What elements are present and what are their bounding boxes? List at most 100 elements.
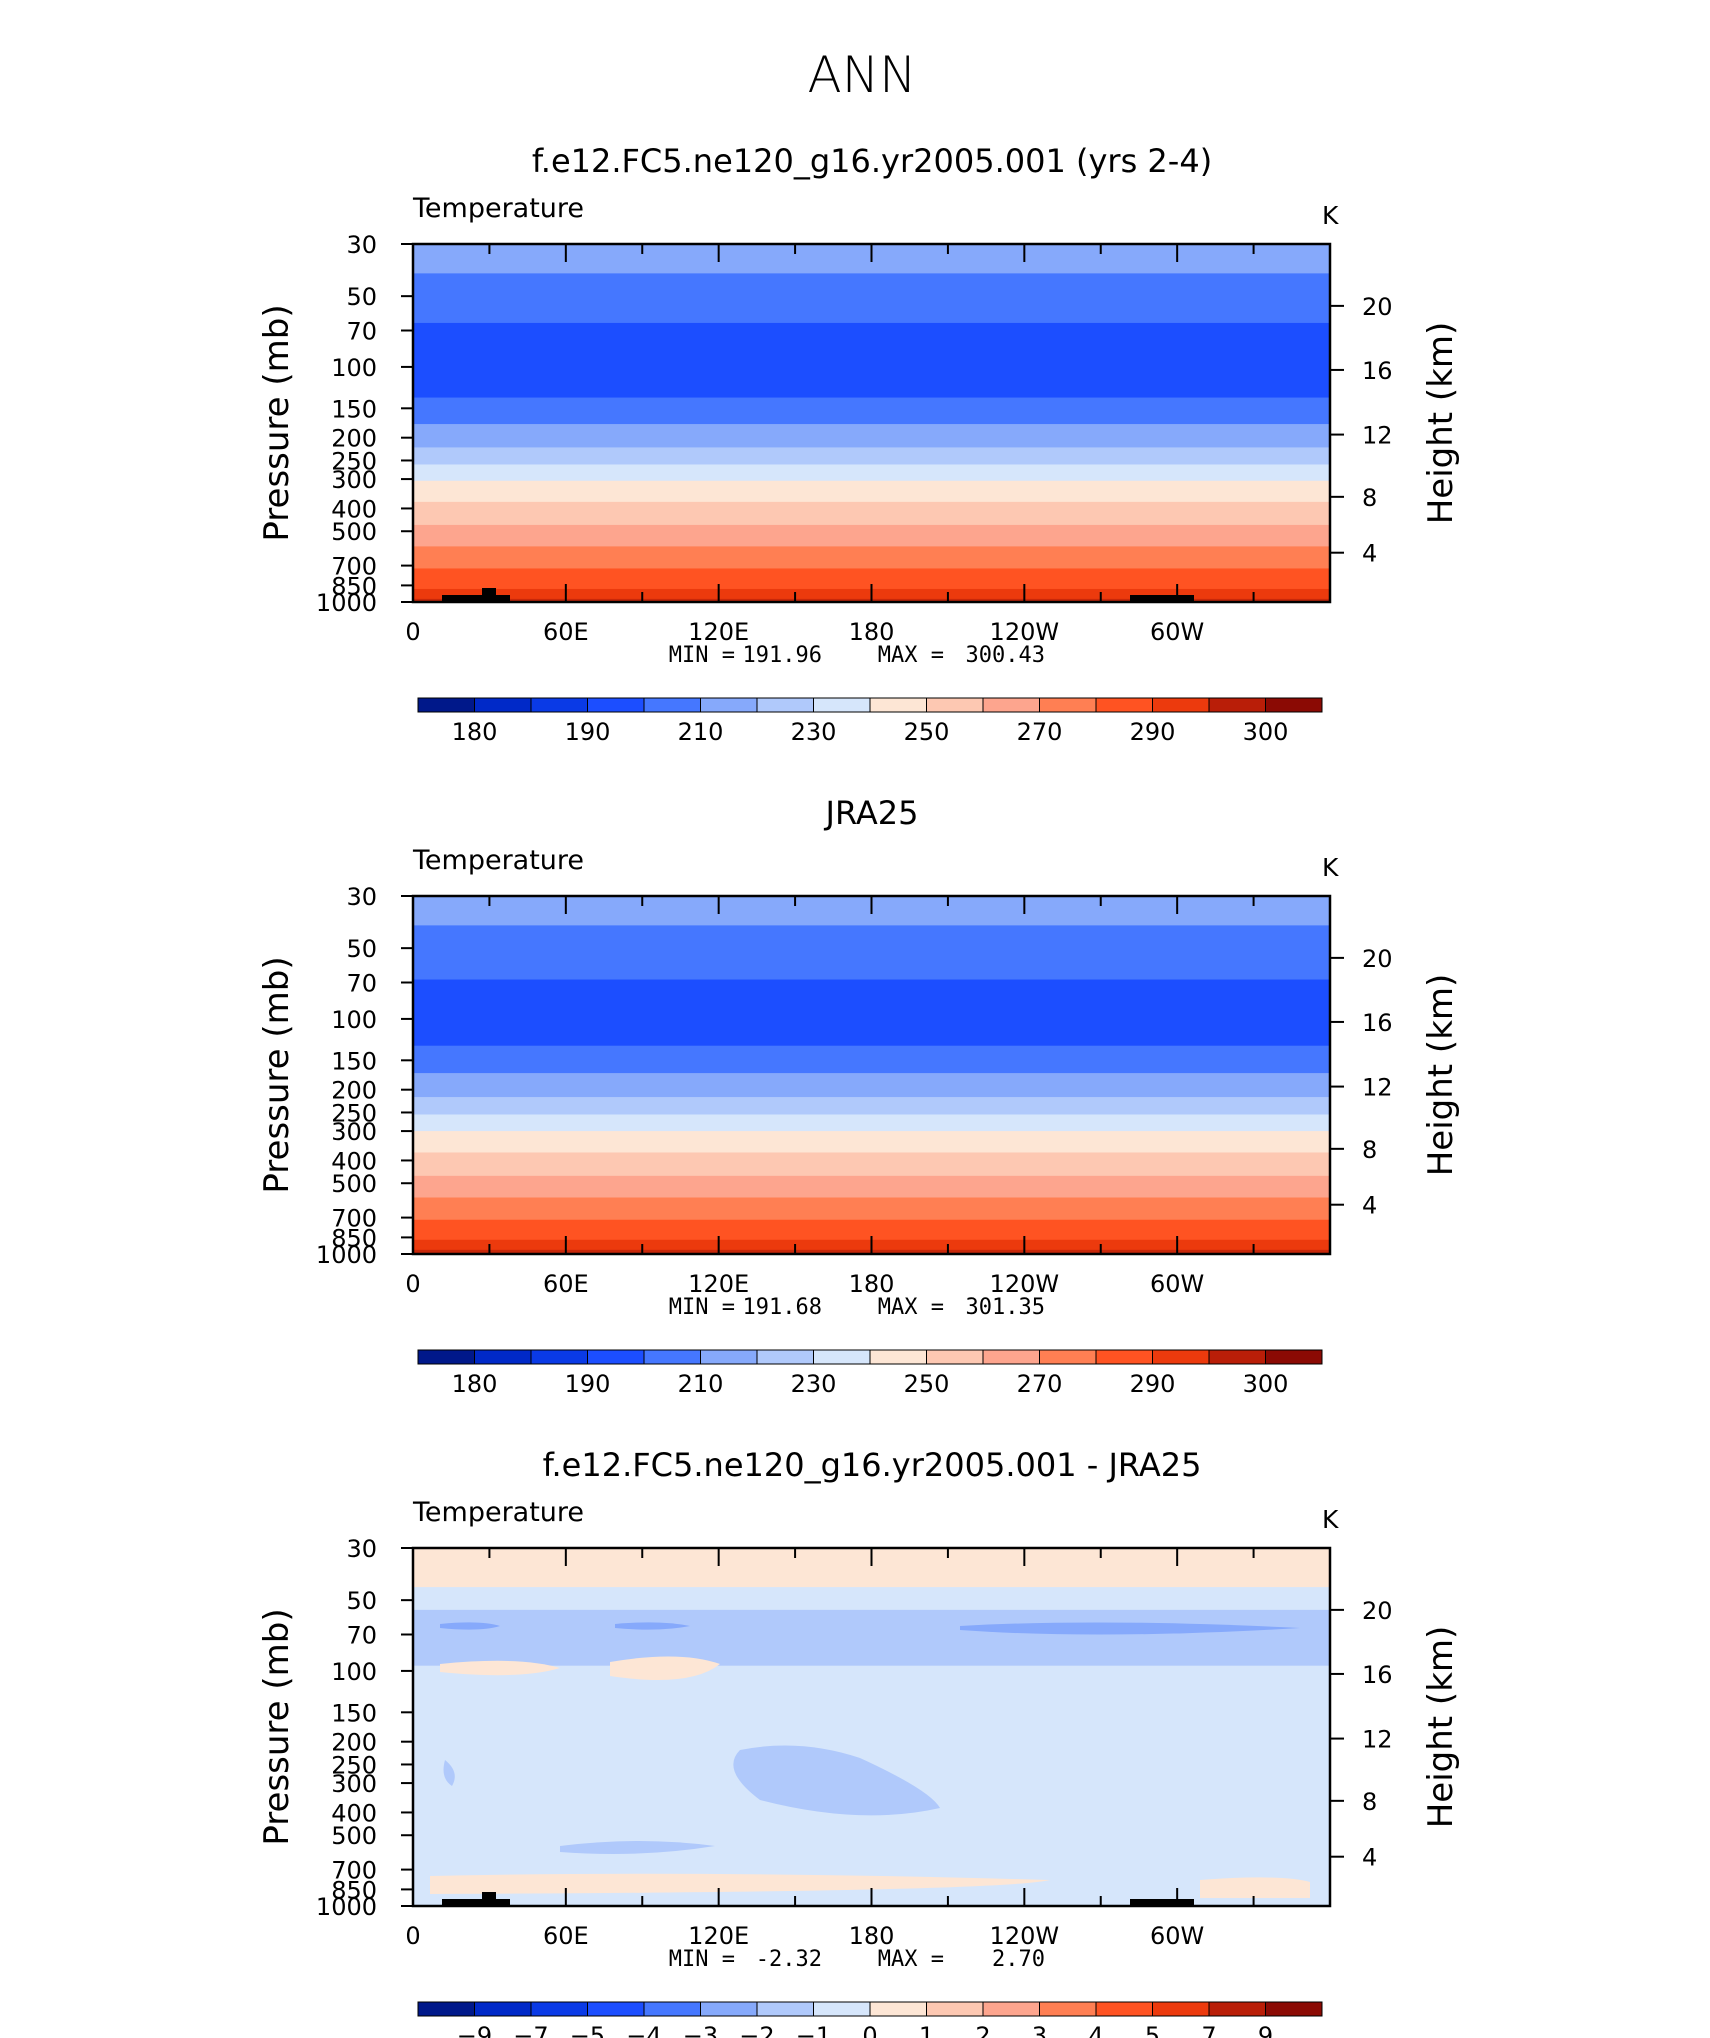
colorbar-swatch (926, 2001, 984, 2017)
colorbar-swatch (1095, 1349, 1153, 1365)
y-tick-label: 700 (331, 553, 377, 581)
anomaly-region (443, 1760, 455, 1786)
colorbar-swatch (1095, 2001, 1153, 2017)
y-tick-label: 400 (331, 1799, 377, 1827)
temperature-band (413, 925, 1330, 981)
colorbar-swatch (1152, 1349, 1210, 1365)
x-tick-label: 120W (990, 1270, 1060, 1298)
colorbar-label: 190 (565, 1370, 611, 1398)
temperature-band (413, 1219, 1330, 1241)
colorbar-label: 4 (1088, 2022, 1103, 2038)
colorbar-swatch (530, 1349, 588, 1365)
colorbar-swatch (474, 697, 532, 713)
y-tick-label: 850 (331, 572, 377, 600)
y-tick-label: 150 (331, 395, 377, 423)
anomaly-region (440, 1622, 500, 1630)
y-right-tick-label: 8 (1362, 1136, 1377, 1164)
colorbar-label: −9 (457, 2022, 492, 2038)
y-tick-label: 250 (331, 1751, 377, 1779)
topography-mask (1130, 1899, 1194, 1906)
y-tick-label: 1000 (316, 1893, 377, 1921)
y-tick-label: 70 (346, 1622, 377, 1650)
colorbar-swatch (756, 697, 814, 713)
y-tick-label: 150 (331, 1047, 377, 1075)
panel-1: f.e12.FC5.ne120_g16.yr2005.001 (yrs 2-4)… (257, 142, 1461, 746)
colorbar-swatch (813, 697, 871, 713)
temperature-band (413, 464, 1330, 482)
topography-mask (442, 595, 510, 602)
y-tick-label: 200 (331, 425, 377, 453)
y-tick-label: 50 (346, 283, 377, 311)
colorbar-swatch (813, 2001, 871, 2017)
colorbar-swatch (1152, 697, 1210, 713)
anomaly-region (440, 1660, 560, 1676)
anomaly-region (1200, 1877, 1310, 1898)
variable-label: Temperature (412, 193, 584, 224)
panel-2: JRA25 Temperature K 0 60E 120E 180 120W 60W 30 50 7… (257, 794, 1461, 1398)
colorbar-label: 2 (975, 2022, 990, 2038)
anomaly-region (560, 1841, 715, 1854)
temperature-band (413, 424, 1330, 448)
temperature-band (413, 568, 1330, 590)
y-tick-label: 1000 (316, 1241, 377, 1269)
colorbar-label: 290 (1130, 718, 1176, 746)
colorbar-label: 250 (904, 1370, 950, 1398)
colorbar-swatch (1039, 1349, 1097, 1365)
colorbar-swatch (643, 1349, 701, 1365)
colorbar-label: −7 (513, 2022, 548, 2038)
colorbar-swatch (1208, 2001, 1266, 2017)
x-tick-label: 0 (405, 618, 420, 646)
colorbar-label: 9 (1258, 2022, 1273, 2038)
x-tick-label: 60E (543, 618, 589, 646)
y-right-tick-label: 4 (1362, 1192, 1377, 1220)
y-tick-label: 500 (331, 1170, 377, 1198)
panel-3: f.e12.FC5.ne120_g16.yr2005.001 - JRA25 Te… (257, 1446, 1461, 2038)
min-value: 191.96 (743, 643, 822, 668)
y-tick-label: 300 (331, 466, 377, 494)
x-tick-label: 60W (1150, 1922, 1204, 1950)
colorbar-label: 230 (791, 1370, 837, 1398)
x-tick-label: 180 (849, 1922, 895, 1950)
colorbar-swatch (869, 697, 927, 713)
y-tick-label: 200 (331, 1729, 377, 1757)
y-tick-label: 1000 (316, 589, 377, 617)
y-right-tick-label: 20 (1362, 293, 1393, 321)
colorbar-label: 270 (1017, 718, 1063, 746)
y-right-tick-label: 12 (1362, 422, 1393, 450)
temperature-band (413, 397, 1330, 425)
temperature-band (413, 1131, 1330, 1153)
colorbar-swatch (700, 1349, 758, 1365)
y-tick-label: 250 (331, 1099, 377, 1127)
min-label: MIN = (669, 1295, 735, 1320)
y-tick-label: 50 (346, 1587, 377, 1615)
temperature-band (413, 1197, 1330, 1221)
temperature-band (413, 322, 1330, 399)
colorbar-swatch (587, 2001, 645, 2017)
max-label: MAX = (878, 1947, 944, 1972)
colorbar-swatch (1265, 1349, 1323, 1365)
colorbar-swatch (982, 2001, 1040, 2017)
colorbar-swatch (700, 697, 758, 713)
y-tick-label: 700 (331, 1857, 377, 1885)
colorbar-label: 300 (1243, 1370, 1289, 1398)
colorbar-label: 3 (1032, 2022, 1047, 2038)
temperature-band (413, 1097, 1330, 1115)
colorbar-swatch (1039, 2001, 1097, 2017)
x-tick-label: 60W (1150, 1270, 1204, 1298)
y-tick-label: 30 (346, 231, 377, 259)
colorbar-label: 1 (919, 2022, 934, 2038)
colorbar-label: −1 (796, 2022, 831, 2038)
units-label: K (1322, 853, 1339, 882)
colorbar-swatch (1095, 697, 1153, 713)
temperature-band (413, 1073, 1330, 1098)
y-tick-label: 500 (331, 518, 377, 546)
colorbar-label: 230 (791, 718, 837, 746)
colorbar-swatch (756, 2001, 814, 2017)
y-tick-label: 70 (346, 970, 377, 998)
colorbar-label: −5 (570, 2022, 605, 2038)
variable-label: Temperature (412, 1497, 584, 1528)
colorbar-label: 0 (862, 2022, 877, 2038)
x-tick-label: 120W (990, 1922, 1060, 1950)
y-tick-label: 400 (331, 495, 377, 523)
